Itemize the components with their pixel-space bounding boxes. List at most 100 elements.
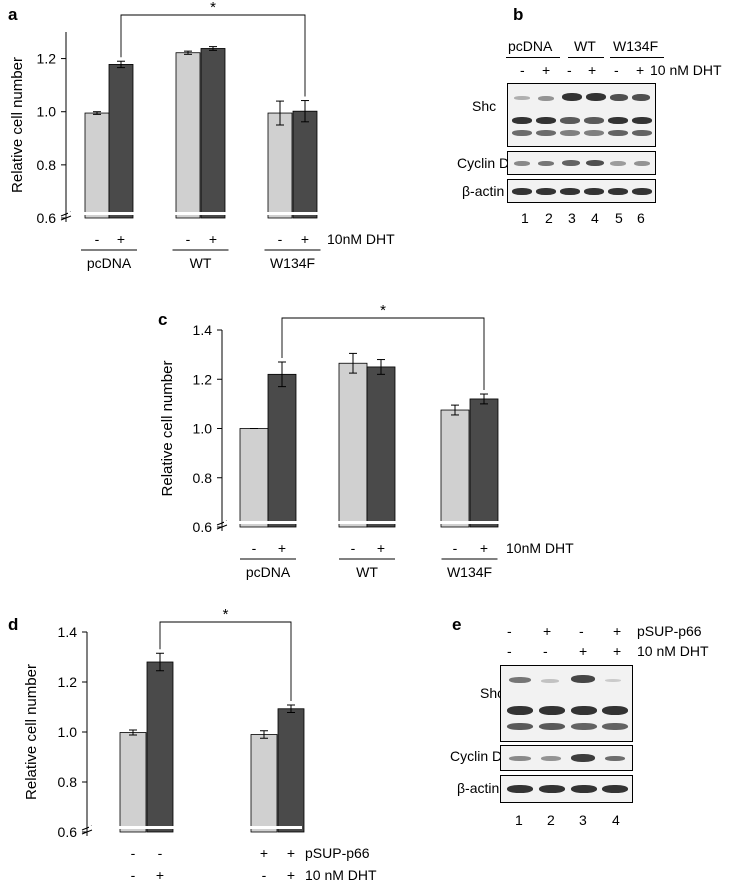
x-sign-label: + (278, 540, 286, 556)
blot-e-lane-number: 3 (579, 812, 587, 828)
panel-letter-e: e (452, 615, 461, 634)
condition-sign: + (260, 845, 268, 861)
y-tick-label: 1.4 (193, 322, 213, 338)
x-sign-label: + (377, 540, 385, 556)
panel-letter-a: a (8, 5, 18, 24)
y-tick-label: 0.8 (37, 157, 57, 173)
blot-e-actin-image (500, 775, 633, 803)
blot-b-sign: - (614, 62, 619, 78)
blot-b-row-label: Cyclin D1 (457, 155, 517, 171)
significance-bracket (159, 621, 292, 701)
y-tick-label: 0.6 (193, 519, 213, 535)
x-group-label: pcDNA (246, 564, 291, 580)
y-tick-label: 1.2 (193, 371, 213, 387)
bar (267, 112, 293, 219)
bar (292, 110, 318, 219)
condition-sign: - (131, 845, 136, 861)
x-sign-label: - (95, 231, 100, 247)
y-tick-label: 1.4 (58, 624, 78, 640)
break-band (89, 826, 302, 829)
x-group-label: WT (356, 564, 378, 580)
chart-a: 0.6 0.8 1.0 1.2 Relative cell number * - + pcDNA… (9, 0, 395, 271)
group-underline (610, 57, 664, 58)
x-group-label: W134F (447, 564, 492, 580)
condition-sign: - (262, 867, 267, 883)
treatment-label: 10nM DHT (327, 231, 395, 247)
western-blot-e: - + - + pSUP-p66 - - + + 10 nM DHT Shc C… (450, 615, 735, 835)
bar (175, 52, 201, 219)
blot-b-sign: + (636, 62, 645, 78)
blot-b-lane-number: 1 (521, 210, 529, 226)
x-sign-label: - (351, 540, 356, 556)
y-tick-label: 0.6 (58, 824, 78, 840)
y-axis-label: Relative cell number (159, 361, 176, 497)
chart-c: 0.6 0.8 1.0 1.2 1.4 Relative cell number * - + pc… (159, 302, 574, 580)
bar (146, 661, 174, 833)
blot-b-actin-image (507, 179, 656, 203)
y-axis-label: Relative cell number (23, 664, 40, 800)
significance-bracket (120, 14, 306, 97)
blot-e-sign: - (507, 623, 512, 639)
significance-marker: * (380, 302, 386, 319)
y-tick-label: 1.0 (58, 724, 78, 740)
x-sign-label: - (453, 540, 458, 556)
blot-e-sign: - (507, 643, 512, 659)
blot-b-row-label: β-actin (462, 183, 505, 199)
blot-b-shc-image (507, 83, 656, 147)
blot-b-lane-number: 2 (545, 210, 553, 226)
bar (338, 362, 368, 528)
blot-e-lane-number: 1 (515, 812, 523, 828)
x-group-label: WT (190, 255, 212, 271)
blot-b-sign: - (567, 62, 572, 78)
blot-b-lane-number: 3 (568, 210, 576, 226)
y-tick-label: 1.0 (193, 421, 213, 437)
panel-letter-d: d (8, 615, 18, 634)
blot-b-sign: - (520, 62, 525, 78)
condition-label: 10 nM DHT (305, 867, 377, 883)
blot-e-sign: - (579, 623, 584, 639)
blot-b-row-label: Shc (472, 98, 497, 114)
blot-b-lane-number: 4 (591, 210, 599, 226)
break-band (68, 212, 332, 215)
y-tick-label: 0.8 (193, 470, 213, 486)
bar (239, 428, 269, 528)
condition-label: pSUP-p66 (305, 845, 370, 861)
blot-e-row-label: Cyclin D1 (450, 748, 510, 764)
x-group-label: W134F (270, 255, 315, 271)
blot-e-lane-number: 4 (612, 812, 620, 828)
y-tick-label: 1.2 (37, 51, 57, 67)
condition-sign: + (287, 845, 295, 861)
blot-e-sign: + (579, 643, 588, 659)
blot-b-sign: + (588, 62, 597, 78)
x-sign-label: - (278, 231, 283, 247)
x-sign-label: - (186, 231, 191, 247)
significance-bracket (281, 317, 485, 391)
break-band (224, 521, 500, 524)
x-sign-label: + (209, 231, 217, 247)
blot-e-cyclin-image (500, 745, 633, 771)
blot-e-sign: + (613, 623, 622, 639)
y-tick-label: 0.8 (58, 774, 78, 790)
blot-b-lane-number: 5 (615, 210, 623, 226)
treatment-label: 10nM DHT (506, 540, 574, 556)
group-underline (506, 57, 560, 58)
y-tick-label: 1.0 (37, 104, 57, 120)
blot-e-row-label: β-actin (457, 780, 500, 796)
condition-sign: - (131, 867, 136, 883)
condition-sign: + (156, 867, 164, 883)
x-sign-label: + (480, 540, 488, 556)
bar (366, 366, 396, 528)
bar (108, 64, 134, 219)
significance-marker: * (210, 0, 216, 16)
blot-e-sign: + (543, 623, 552, 639)
blot-e-sign: - (543, 643, 548, 659)
condition-sign: + (287, 867, 295, 883)
panel-letter-c: c (158, 310, 167, 329)
blot-e-row-label: Shc (480, 685, 505, 701)
blot-b-cyclin-image (507, 151, 656, 175)
blot-e-lane-number: 2 (547, 812, 555, 828)
y-tick-label: 0.6 (37, 210, 57, 226)
blot-b-group-label: pcDNA (508, 38, 553, 54)
y-tick-label: 1.2 (58, 674, 78, 690)
